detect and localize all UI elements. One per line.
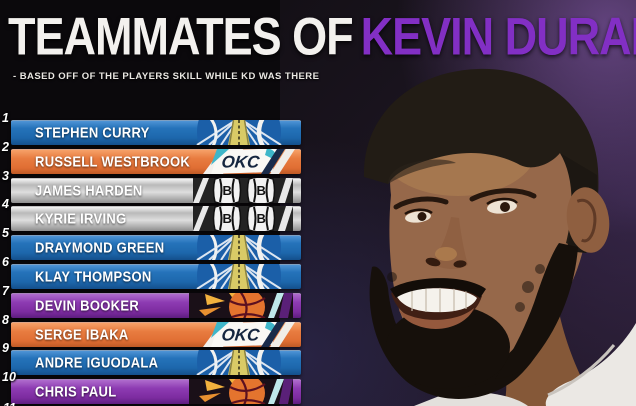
warriors-bridge-logo: [189, 120, 301, 145]
rank-number: 2: [2, 139, 9, 154]
ranking-row-5: 5 DRAYMOND GREEN: [2, 226, 301, 261]
rank-number: 6: [2, 254, 9, 269]
rank-number: 10: [2, 370, 16, 385]
player-name: KLAY THOMPSON: [35, 268, 152, 285]
player-name: DRAYMOND GREEN: [35, 239, 165, 257]
player-name: SERGE IBAKA: [35, 325, 129, 343]
title-kevin-durant: KEVIN DURANT: [360, 6, 636, 67]
rank-number-cutoff: 11: [3, 401, 16, 406]
rank-number: 3: [2, 168, 9, 183]
player-name: DEVIN BOOKER: [35, 296, 140, 314]
player-name: KYRIE IRVING: [35, 210, 127, 228]
rank-number: 5: [2, 226, 9, 241]
ranking-row-9: 9 ANDRE IGUODALA: [2, 341, 301, 376]
ranking-row-3: 3 JAMES HARDEN: [2, 169, 301, 203]
warriors-bridge-logo: [189, 235, 301, 260]
ranking-row-7: 7 DEVIN BOOKER: [2, 284, 301, 318]
suns-basketball-logo: [189, 293, 301, 318]
ranking-row-4: 4 KYRIE IRVING: [2, 197, 301, 232]
warriors-bridge-logo: [189, 264, 301, 289]
nets-basketball-logo: [189, 206, 301, 231]
player-name: STEPHEN CURRY: [35, 124, 150, 141]
nets-basketball-logo: [189, 178, 301, 203]
ranking-row-6: 6 KLAY THOMPSON: [2, 255, 301, 289]
ranking-row-1: 1 STEPHEN CURRY: [2, 111, 301, 145]
player-name: RUSSELL WESTBROOK: [35, 152, 191, 170]
player-name: CHRIS PAUL: [35, 383, 117, 401]
title-teammates-of: TEAMMATES OF: [8, 6, 354, 67]
ranking-row-10: 10 CHRIS PAUL: [2, 370, 301, 405]
player-name: JAMES HARDEN: [35, 181, 143, 199]
suns-basketball-logo: [189, 379, 301, 404]
rank-number: 7: [2, 283, 9, 298]
ranking-row-2: 2 RUSSELL WESTBROOK: [2, 140, 301, 174]
warriors-bridge-logo: [189, 350, 301, 375]
kevin-durant-photo: [363, 68, 636, 406]
player-name: ANDRE IGUODALA: [35, 354, 159, 372]
rank-number: 8: [2, 312, 9, 327]
okc-thunder-logo: [189, 149, 301, 174]
okc-thunder-logo: [189, 322, 301, 347]
rank-number: 9: [2, 341, 9, 356]
subtitle: - BASED OFF OF THE PLAYERS SKILL WHILE K…: [13, 71, 320, 82]
rank-number: 4: [2, 197, 9, 212]
ranking-row-8: 8 SERGE IBAKA: [2, 313, 301, 347]
rank-number: 1: [2, 111, 9, 125]
ranking-list: 1 STEPHEN CURRY 2 RUSSELL WESTBROOK 3 JA…: [2, 111, 301, 406]
